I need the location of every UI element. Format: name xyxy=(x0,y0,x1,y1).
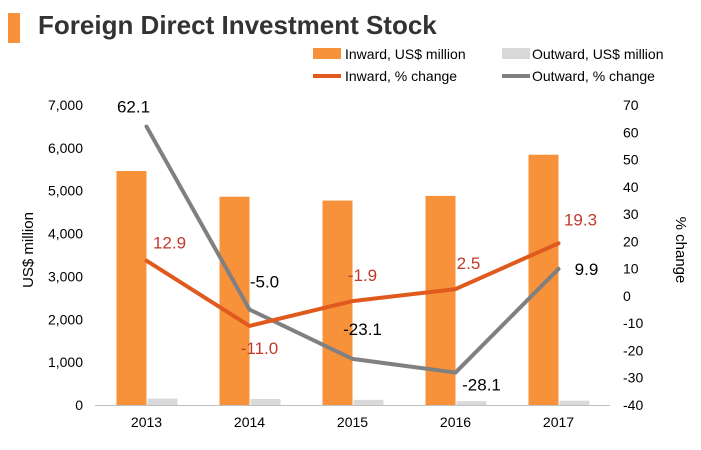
y2-tick-label: 50 xyxy=(623,152,639,168)
legend-swatch-outward-bar xyxy=(502,48,530,59)
legend-item-outward-line: Outward, % change xyxy=(502,68,655,84)
x-tick-label: 2015 xyxy=(337,414,368,430)
y2-tick-label: -40 xyxy=(623,397,643,413)
x-tick-label: 2013 xyxy=(131,414,162,430)
legend-label-outward-bar: Outward, US$ million xyxy=(532,46,664,62)
y2-tick-label: 10 xyxy=(623,261,639,277)
legend-label-inward-line: Inward, % change xyxy=(345,68,457,84)
bar-outward-2015 xyxy=(353,399,384,405)
label-inward-change-2014: -11.0 xyxy=(241,339,279,358)
label-outward-change-2015: -23.1 xyxy=(343,320,382,339)
lines xyxy=(144,124,561,375)
title-accent-bar xyxy=(8,13,20,43)
legend-swatch-inward-bar xyxy=(313,48,341,59)
x-tick-label: 2016 xyxy=(440,414,471,430)
legend-label-outward-line: Outward, % change xyxy=(532,68,655,84)
y-tick-label: 4,000 xyxy=(48,226,83,242)
label-outward-change-2013: 62.1 xyxy=(117,98,150,117)
y2-tick-label: 70 xyxy=(623,97,639,113)
y-tick-label: 3,000 xyxy=(48,268,83,284)
bar-inward-2017 xyxy=(528,154,559,405)
label-outward-change-2017: 9.9 xyxy=(575,260,599,279)
y2-tick-label: 20 xyxy=(623,233,639,249)
legend-item-outward-bar: Outward, US$ million xyxy=(502,46,664,62)
bar-outward-2013 xyxy=(147,398,178,405)
y-tick-label: 6,000 xyxy=(48,140,83,156)
bar-outward-2017 xyxy=(559,400,590,405)
legend: Inward, US$ million Outward, US$ million… xyxy=(313,46,664,84)
label-inward-change-2015: -1.9 xyxy=(348,266,377,285)
label-inward-change-2017: 19.3 xyxy=(564,210,597,229)
data-labels: 12.9 -11.0 -1.9 2.5 19.3 62.1 -5.0 -23.1 -28.1 9.… xyxy=(117,98,598,395)
y2-tick-label: 0 xyxy=(623,288,631,304)
y2-tick-label: 60 xyxy=(623,124,639,140)
y-tick-label: 1,000 xyxy=(48,354,83,370)
x-tick-label: 2014 xyxy=(234,414,265,430)
y-tick-label: 0 xyxy=(75,397,83,413)
bar-outward-2014 xyxy=(250,399,281,405)
y2-tick-label: -30 xyxy=(623,370,643,386)
y2-tick-label: 40 xyxy=(623,179,639,195)
y-tick-label: 7,000 xyxy=(48,97,83,113)
legend-label-inward-bar: Inward, US$ million xyxy=(345,46,466,62)
label-outward-change-2014: -5.0 xyxy=(250,273,279,292)
y-tick-label: 2,000 xyxy=(48,311,83,327)
y2-tick-label: -10 xyxy=(623,315,643,331)
label-outward-change-2016: -28.1 xyxy=(462,376,501,395)
legend-item-inward-line: Inward, % change xyxy=(313,68,457,84)
y2-axis-title: % change xyxy=(672,217,689,284)
legend-item-inward-bar: Inward, US$ million xyxy=(313,46,466,62)
bar-outward-2016 xyxy=(456,401,487,405)
y2-tick-label: -20 xyxy=(623,342,643,358)
bar-inward-2013 xyxy=(116,171,147,405)
chart-title: Foreign Direct Investment Stock xyxy=(38,10,437,40)
label-inward-change-2016: 2.5 xyxy=(457,254,481,273)
axes: 0 1,000 2,000 3,000 4,000 5,000 6,000 7,000 -40 -… xyxy=(48,97,643,430)
label-inward-change-2013: 12.9 xyxy=(153,234,186,253)
y-axis-title: US$ million xyxy=(20,212,37,288)
y-tick-label: 5,000 xyxy=(48,183,83,199)
x-tick-label: 2017 xyxy=(543,414,574,430)
y2-tick-label: 30 xyxy=(623,206,639,222)
